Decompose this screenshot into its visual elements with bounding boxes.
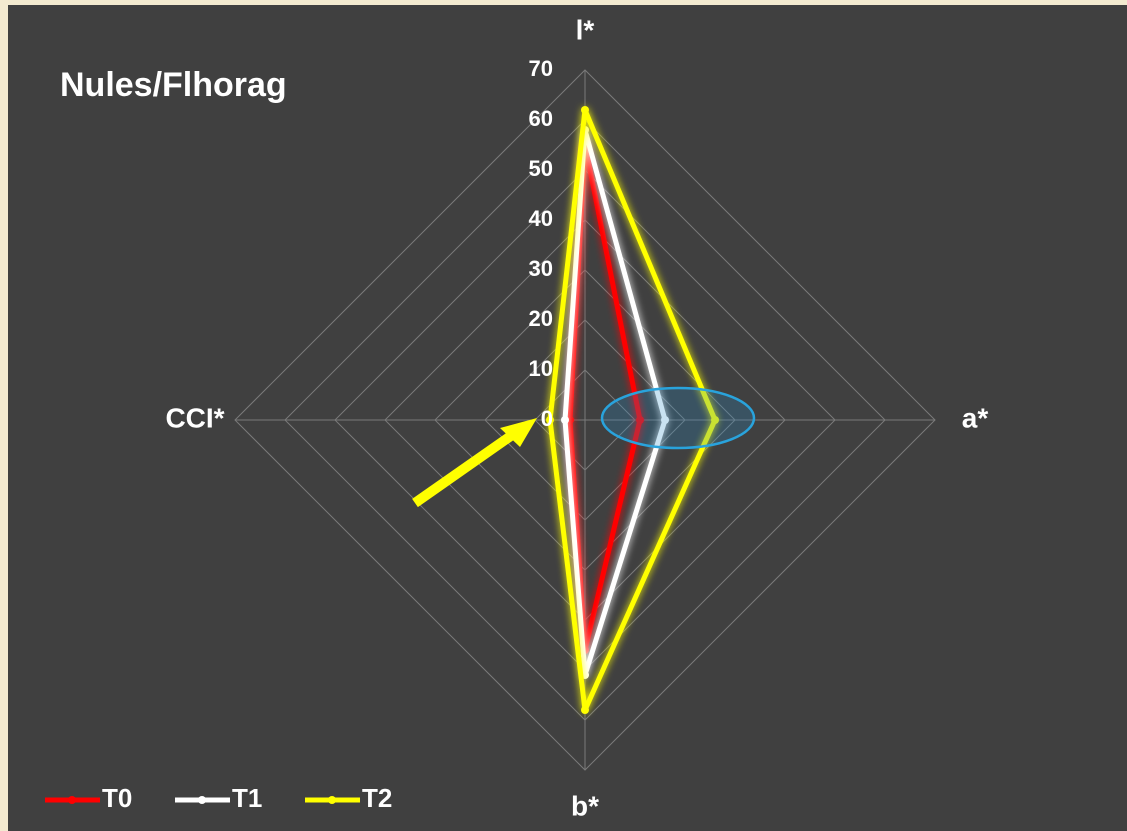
annotation-arrow bbox=[412, 428, 518, 508]
series-marker bbox=[636, 416, 644, 424]
legend-label: T0 bbox=[102, 783, 132, 813]
axis-label: a* bbox=[962, 402, 989, 433]
r-tick-label: 50 bbox=[529, 156, 553, 181]
r-tick-label: 40 bbox=[529, 206, 553, 231]
chart-title: Nules/Flhorag bbox=[60, 66, 287, 104]
legend-marker bbox=[198, 796, 206, 804]
series-marker bbox=[581, 106, 589, 114]
axis-label: l* bbox=[576, 14, 595, 45]
r-tick-label: 70 bbox=[529, 56, 553, 81]
series-marker bbox=[546, 416, 554, 424]
r-tick-label: 20 bbox=[529, 306, 553, 331]
series-marker bbox=[661, 416, 669, 424]
legend-label: T1 bbox=[232, 783, 262, 813]
legend-marker bbox=[328, 796, 336, 804]
legend-marker bbox=[68, 796, 76, 804]
legend-label: T2 bbox=[362, 783, 392, 813]
series-marker bbox=[561, 416, 569, 424]
series-marker bbox=[711, 416, 719, 424]
r-tick-label: 10 bbox=[529, 356, 553, 381]
axis-label: b* bbox=[571, 790, 599, 821]
axis-label: CCI* bbox=[165, 402, 224, 433]
highlight-ellipse bbox=[600, 386, 756, 450]
series-marker bbox=[581, 706, 589, 714]
r-tick-label: 0 bbox=[541, 406, 553, 431]
r-tick-label: 60 bbox=[529, 106, 553, 131]
r-tick-label: 30 bbox=[529, 256, 553, 281]
annotation-arrowhead bbox=[500, 418, 537, 447]
